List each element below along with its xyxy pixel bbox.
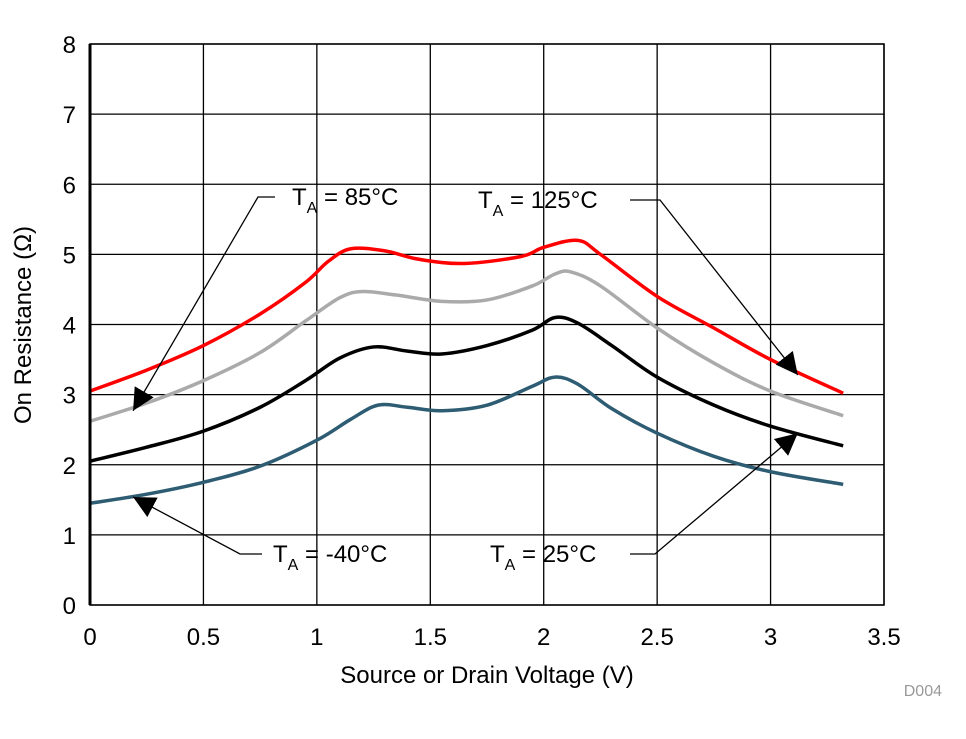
x-tick-label: 2.5	[640, 624, 673, 651]
x-tick-label: 3	[764, 624, 777, 651]
x-tick-label: 0.5	[187, 624, 220, 651]
tick-labels: 0 0.5 1 1.5 2 2.5 3 3.5 0 1 2 3 4 5 6 7 8	[63, 32, 901, 651]
annotation-label: TA = -40°C	[273, 541, 387, 574]
y-tick-label: 0	[63, 593, 76, 620]
x-tick-label: 1.5	[414, 624, 447, 651]
annotation: TA = 25°C	[490, 432, 799, 574]
x-tick-label: 1	[310, 624, 323, 651]
y-tick-label: 7	[63, 102, 76, 129]
figure-code: D004	[904, 683, 942, 700]
series-line-ta25c	[89, 315, 844, 463]
annotation-arrow	[630, 432, 799, 555]
annotation: TA = -40°C	[132, 496, 387, 574]
annotation-arrow	[132, 496, 262, 555]
y-tick-label: 2	[63, 453, 76, 480]
plot-frame	[88, 43, 885, 606]
annotation-label: TA = 25°C	[490, 541, 596, 574]
annotations: TA = 85°C TA = 125°C TA = -40°C TA = 25°C	[132, 184, 799, 574]
x-tick-label: 3.5	[867, 624, 900, 651]
y-tick-label: 8	[63, 32, 76, 59]
series-line-ta-40c	[89, 375, 844, 506]
annotation: TA = 125°C	[478, 187, 799, 376]
y-tick-label: 3	[63, 383, 76, 410]
annotation-arrow	[132, 196, 275, 412]
x-axis-label: Source or Drain Voltage (V)	[340, 662, 633, 689]
x-tick-label: 0	[83, 624, 96, 651]
series-line-ta125c	[89, 238, 844, 395]
y-tick-label: 5	[63, 242, 76, 269]
series-line-ta85c	[89, 269, 844, 423]
annotation-label: TA = 85°C	[292, 184, 398, 217]
y-tick-label: 6	[63, 172, 76, 199]
grid	[89, 43, 885, 606]
y-tick-label: 4	[63, 313, 76, 340]
y-tick-label: 1	[63, 523, 76, 550]
annotation-label: TA = 125°C	[478, 187, 598, 220]
y-axis-label: On Resistance (Ω)	[10, 226, 37, 424]
x-tick-label: 2	[537, 624, 550, 651]
series-lines	[89, 238, 844, 506]
annotation: TA = 85°C	[132, 184, 398, 412]
annotation-arrow	[630, 199, 799, 376]
